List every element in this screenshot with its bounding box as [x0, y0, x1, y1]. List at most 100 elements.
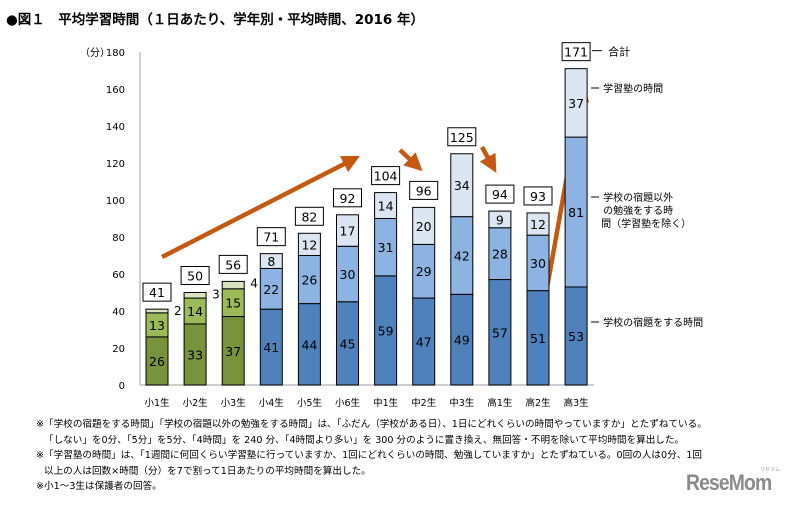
- total-value-label: 93: [530, 189, 546, 204]
- y-tick-label: 40: [112, 307, 125, 318]
- total-value-label: 56: [225, 257, 241, 272]
- y-tick-label: 60: [112, 270, 125, 281]
- bar-value-label: 37: [568, 96, 584, 111]
- total-value-label: 104: [374, 169, 398, 184]
- bar-value-label: 2: [174, 304, 182, 318]
- resemom-logo: ReseMom: [686, 470, 772, 495]
- total-box: [142, 282, 172, 302]
- y-tick-label: 180: [106, 48, 125, 59]
- bar-value-label: 31: [378, 240, 394, 255]
- bar-value-label: 81: [568, 205, 584, 220]
- legend-homework: 学校の宿題をする時間: [603, 316, 703, 329]
- figure-title: ●図１ 平均学習時間（１日あたり、学年別・平均時間、2016 年）: [6, 12, 425, 28]
- footnote-4: 以上の人は回数×時間（分）を7で割って1日あたりの平均時間を算出した。: [44, 465, 371, 477]
- x-tick-label: 高1生: [487, 397, 513, 409]
- total-value-label: 41: [149, 285, 165, 300]
- footnote-1: ※「学校の宿題をする時間」「学校の宿題以外の勉強をする時間」は、「ふだん（学校が…: [36, 419, 707, 430]
- x-tick-label: 小6生: [335, 397, 361, 409]
- bar-value-label: 28: [492, 247, 508, 262]
- legend-other-study: 学校の宿題以外の勉強をする時間（学習塾を除く）: [601, 191, 691, 230]
- footnote-3: ※「学習塾の時間」は、「1週間に何回くらい学習塾に行っていますか、1回にどれくら…: [36, 450, 702, 462]
- bar-value-label: 37: [225, 344, 241, 359]
- bar-value-label: 33: [187, 347, 203, 362]
- x-tick-label: 小1生: [144, 397, 170, 409]
- bar-value-label: 13: [149, 318, 165, 333]
- bar-value-label: 59: [378, 323, 394, 338]
- total-box: [523, 186, 553, 206]
- total-value-label: 50: [187, 269, 203, 284]
- x-tick-label: 小4生: [259, 397, 285, 409]
- bar-value-label: 14: [187, 304, 203, 319]
- x-tick-label: 中2生: [411, 397, 437, 409]
- bar-value-label: 4: [250, 276, 258, 290]
- y-tick-label: 120: [106, 159, 125, 170]
- footnotes: ※「学校の宿題をする時間」「学校の宿題以外の勉強をする時間」は、「ふだん（学校が…: [36, 417, 707, 495]
- bar-segment: [564, 68, 588, 138]
- bar-value-label: 30: [340, 267, 356, 282]
- bar-value-label: 17: [340, 224, 356, 239]
- bar-segment: [145, 308, 169, 314]
- bar-value-label: 57: [492, 325, 508, 340]
- trend-arrow: [398, 148, 423, 172]
- y-tick-label: 100: [106, 196, 125, 207]
- bar-value-label: 34: [454, 178, 470, 193]
- bar-segment: [183, 292, 207, 299]
- bar-value-label: 44: [301, 337, 317, 352]
- total-value-label: 125: [450, 130, 474, 145]
- bar-segment: [297, 232, 321, 257]
- bar-value-label: 41: [263, 340, 279, 355]
- bar-segment: [259, 253, 283, 269]
- bar-value-label: 3: [212, 288, 220, 302]
- bar-value-label: 12: [301, 237, 317, 252]
- bar-value-label: 53: [568, 329, 584, 344]
- total-box: [485, 184, 515, 204]
- total-value-label: 96: [416, 183, 432, 198]
- bar-segment: [412, 206, 436, 245]
- legend-total: 合計: [608, 45, 630, 59]
- bar-value-label: 14: [378, 199, 394, 214]
- legend-juku: 学習塾の時間: [603, 82, 663, 95]
- total-value-label: 94: [492, 187, 508, 202]
- total-box: [561, 42, 591, 62]
- bar-value-label: 9: [496, 212, 504, 227]
- bar-segment: [374, 192, 398, 220]
- bar-segment: [336, 214, 359, 247]
- bar-value-label: 12: [530, 217, 546, 232]
- footnote-2: 「しない」を0分、「5分」を5分、「4時間」を 240 分、「4時間より多い」を…: [44, 434, 685, 446]
- y-axis-label: （分）: [80, 47, 110, 59]
- x-tick-label: 中1生: [373, 397, 399, 409]
- x-tick-label: 中3生: [449, 397, 475, 409]
- total-box: [333, 188, 362, 208]
- total-value-label: 171: [564, 45, 588, 60]
- trend-arrow: [160, 155, 361, 260]
- bar-value-label: 26: [149, 354, 165, 369]
- bar-segment: [488, 210, 512, 229]
- logo-subtext: リセマム: [760, 467, 781, 473]
- total-box: [409, 180, 439, 200]
- bar-value-label: 47: [416, 335, 432, 350]
- y-tick-label: 20: [112, 344, 125, 355]
- bar-value-label: 20: [416, 219, 432, 234]
- total-box: [447, 127, 477, 147]
- bar-value-label: 49: [454, 333, 470, 348]
- bar-value-label: 45: [340, 336, 356, 351]
- bar-value-label: 51: [530, 331, 546, 346]
- bar-value-label: 8: [267, 254, 275, 269]
- bar-segment: [450, 153, 474, 218]
- y-tick-label: 160: [106, 85, 125, 96]
- bar-value-label: 29: [416, 264, 432, 279]
- x-tick-label: 小3生: [221, 397, 247, 409]
- x-tick-label: 高2生: [525, 397, 551, 409]
- x-tick-label: 小5生: [297, 397, 323, 409]
- bar-segment: [221, 280, 245, 290]
- y-tick-label: 80: [112, 233, 125, 244]
- total-box: [294, 206, 324, 226]
- bar-value-label: 26: [301, 273, 317, 288]
- total-box: [371, 166, 401, 186]
- x-tick-label: 小2生: [183, 397, 209, 409]
- bar-segment: [526, 212, 550, 236]
- bar-value-label: 15: [225, 296, 241, 311]
- total-box: [256, 227, 286, 247]
- total-box: [218, 254, 248, 274]
